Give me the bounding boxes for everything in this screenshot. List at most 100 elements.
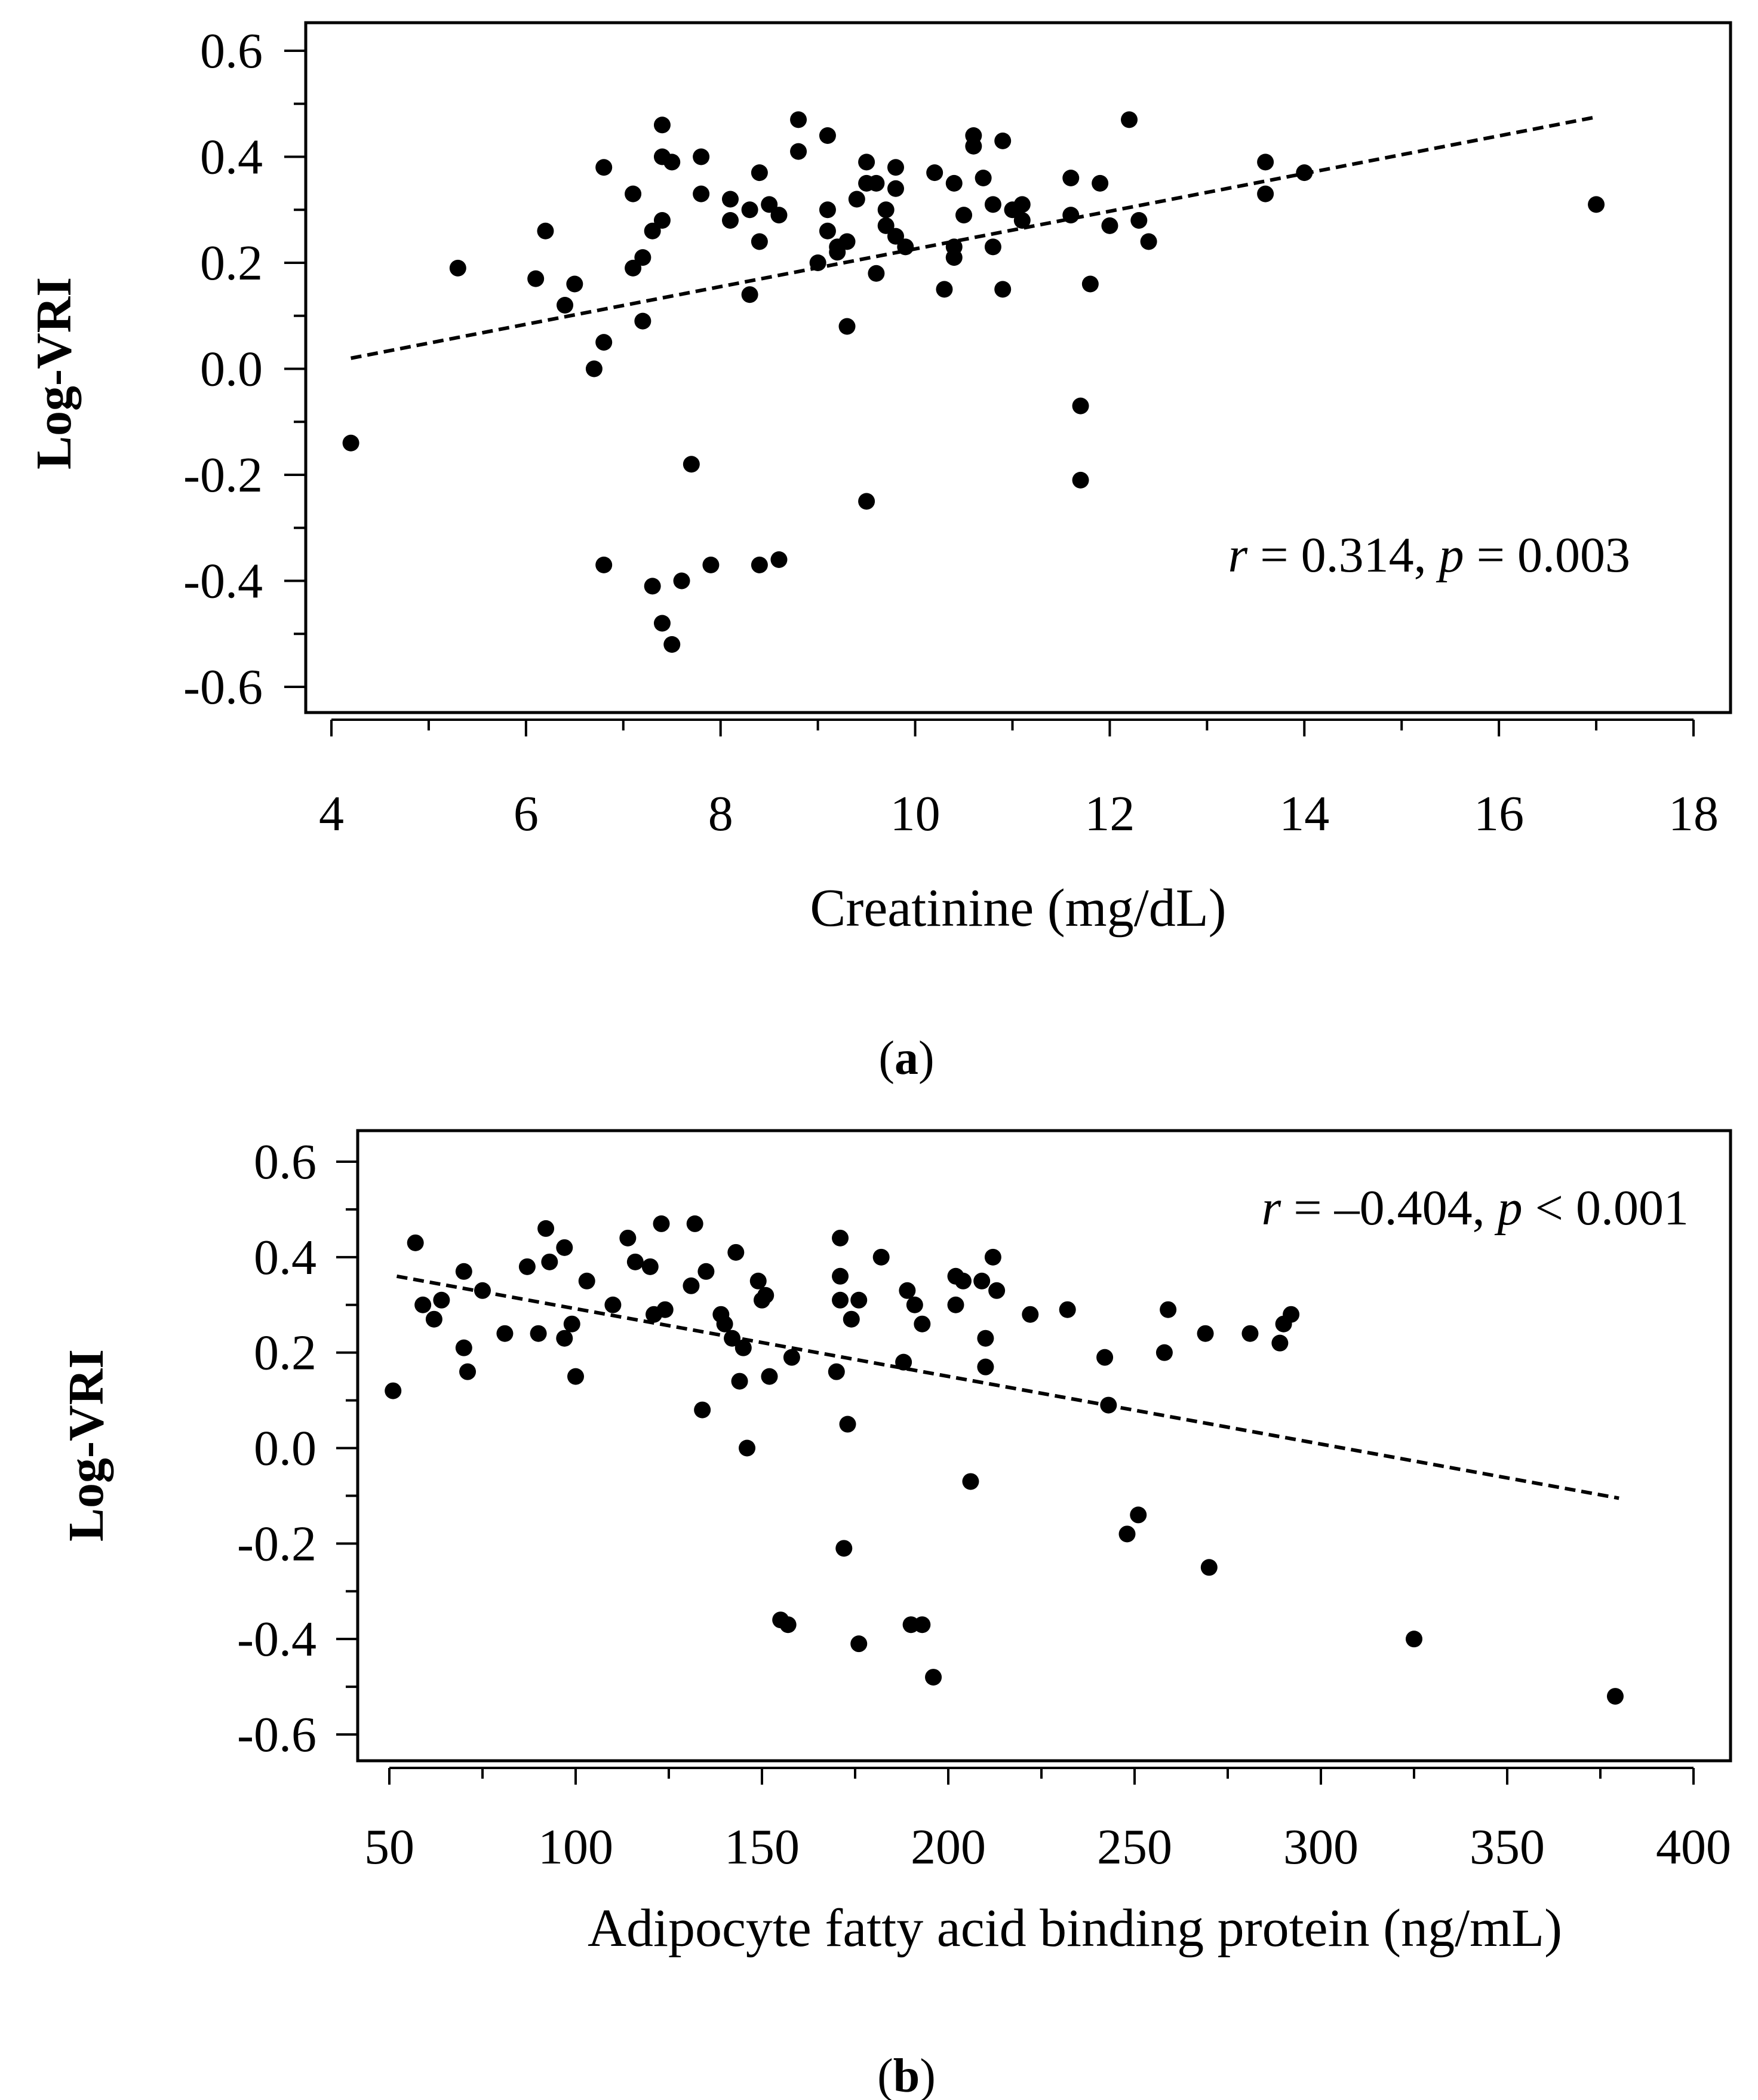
data-point <box>751 233 768 250</box>
y-tick-label: 0.0 <box>254 1421 316 1476</box>
data-point <box>653 615 671 632</box>
data-point <box>585 360 603 377</box>
data-point <box>683 456 700 473</box>
x-tick-label: 16 <box>1474 786 1524 842</box>
data-point <box>790 143 807 160</box>
data-point <box>563 1315 580 1333</box>
data-point <box>722 212 739 229</box>
data-point <box>1121 111 1138 128</box>
data-point <box>578 1272 595 1290</box>
y-tick-label: 0.6 <box>254 1134 316 1190</box>
data-point <box>537 222 554 240</box>
data-point <box>955 207 973 224</box>
plot-area-frame <box>304 21 1732 714</box>
x-axis-title: Creatinine (mg/dL) <box>810 879 1226 938</box>
data-point <box>673 572 690 590</box>
data-point <box>739 1439 756 1457</box>
x-axis: 50 100 150 200 250 300 350 400 <box>364 1767 1731 1875</box>
p-symbol: p <box>1495 1180 1523 1236</box>
x-tick-label: 100 <box>538 1819 613 1875</box>
data-point <box>641 1258 659 1275</box>
data-point <box>625 259 642 277</box>
data-point <box>716 1315 733 1333</box>
y-tick-label: 0.2 <box>254 1325 316 1381</box>
data-point <box>1096 1349 1114 1366</box>
data-point <box>722 191 739 208</box>
data-point <box>832 1229 849 1247</box>
panel-label-a: (a) <box>878 1032 934 1085</box>
data-point <box>749 1272 767 1290</box>
data-point <box>1606 1688 1624 1705</box>
data-points <box>385 1215 1624 1705</box>
y-axis-title: Log-VRI <box>59 1349 114 1542</box>
x-axis: 4 6 8 10 12 14 16 18 <box>319 719 1719 842</box>
data-point <box>1013 212 1031 229</box>
trend-line <box>396 1274 1619 1500</box>
data-point <box>1160 1301 1177 1318</box>
data-point <box>819 127 836 144</box>
x-tick-label: 300 <box>1283 1819 1359 1875</box>
data-point <box>770 207 788 224</box>
x-tick-label: 350 <box>1470 1819 1545 1875</box>
data-point <box>1118 1525 1136 1543</box>
data-point <box>887 228 904 245</box>
y-tick-label: 0.4 <box>200 130 263 185</box>
data-point <box>751 556 768 573</box>
data-point <box>829 244 846 261</box>
data-point <box>595 556 613 573</box>
data-point <box>1200 1559 1218 1576</box>
data-point <box>407 1234 424 1251</box>
data-point <box>1406 1631 1422 1648</box>
data-point <box>926 164 943 182</box>
data-point <box>625 185 642 202</box>
x-tick-label: 250 <box>1097 1819 1172 1875</box>
data-point <box>1283 1306 1300 1323</box>
data-point <box>1588 196 1605 213</box>
y-axis-title: Log-VRI <box>26 277 82 469</box>
r-value: = 0.314, <box>1247 527 1439 583</box>
data-point <box>604 1296 622 1313</box>
data-point <box>835 1540 853 1557</box>
data-point <box>683 1277 700 1294</box>
data-point <box>693 185 710 202</box>
data-point <box>644 222 661 240</box>
data-point <box>868 174 885 192</box>
data-point <box>914 1315 931 1333</box>
data-point <box>832 1291 849 1309</box>
data-point <box>975 170 992 186</box>
y-tick-label: -0.6 <box>237 1707 316 1763</box>
x-tick-label: 12 <box>1084 786 1135 842</box>
data-point <box>727 1244 745 1261</box>
data-point <box>694 1401 711 1419</box>
r-symbol: r <box>1262 1180 1281 1236</box>
data-point <box>496 1325 514 1342</box>
data-point <box>858 153 875 171</box>
data-point <box>994 132 1012 149</box>
data-point <box>556 1239 573 1256</box>
correlation-annotation: r = 0.314, p = 0.003 <box>1228 527 1630 583</box>
data-point <box>770 551 788 568</box>
data-point <box>954 1272 972 1290</box>
data-point <box>693 148 710 165</box>
data-point <box>839 1416 856 1433</box>
data-point <box>1013 196 1031 213</box>
data-point <box>455 1263 472 1280</box>
data-point <box>1101 217 1118 234</box>
r-value: = –0.404, <box>1281 1180 1497 1236</box>
data-point <box>1081 275 1099 293</box>
data-point <box>686 1215 703 1232</box>
x-tick-label: 4 <box>319 786 344 842</box>
data-point <box>734 1339 752 1356</box>
data-point <box>962 1473 979 1490</box>
data-point <box>850 1635 868 1653</box>
data-point <box>634 312 651 330</box>
data-point <box>385 1382 402 1399</box>
scatter-panel-a: -0.6 -0.4 -0.2 0.0 0.2 0.4 0.6 4 6 8 10 12 14 16 18 r… <box>26 21 1732 1085</box>
data-point <box>751 164 768 182</box>
data-point <box>731 1373 748 1390</box>
data-point <box>984 196 1001 213</box>
data-point <box>872 1248 890 1266</box>
data-point <box>634 249 651 266</box>
data-point <box>741 286 758 303</box>
data-point <box>1130 1506 1147 1524</box>
